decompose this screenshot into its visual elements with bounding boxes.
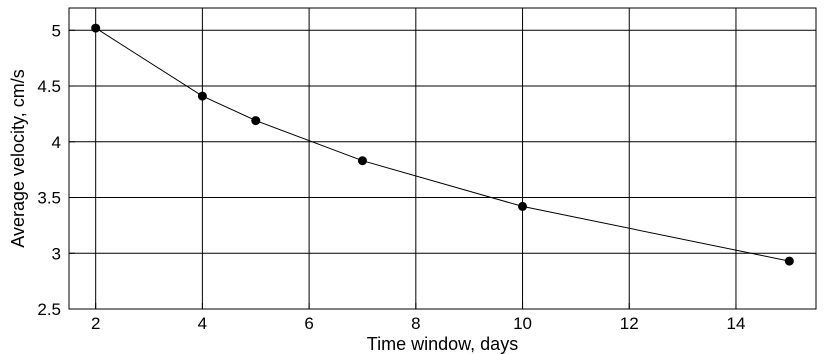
x-tick-label: 2 bbox=[91, 314, 100, 333]
y-tick-label: 3 bbox=[52, 244, 61, 263]
data-point bbox=[357, 156, 367, 166]
y-tick-label: 2.5 bbox=[37, 300, 61, 319]
x-tick-label: 6 bbox=[304, 314, 313, 333]
x-tick-label: 4 bbox=[198, 314, 207, 333]
x-tick-label: 10 bbox=[513, 314, 532, 333]
data-point bbox=[251, 116, 261, 126]
data-point bbox=[91, 23, 101, 33]
y-tick-label: 4 bbox=[52, 133, 61, 152]
series-group bbox=[91, 23, 794, 266]
y-tick-label: 4.5 bbox=[37, 77, 61, 96]
data-point bbox=[518, 201, 528, 211]
series-line bbox=[95, 27, 790, 262]
data-point bbox=[197, 91, 207, 101]
y-axis-label: Average velocity, cm/s bbox=[8, 69, 28, 247]
data-point bbox=[784, 256, 794, 266]
y-tick-label: 5 bbox=[52, 21, 61, 40]
x-axis-label: Time window, days bbox=[367, 334, 518, 354]
x-tick-label: 12 bbox=[620, 314, 639, 333]
axis-ticks: 2 4 6 8 10 12 14 2.5 3 3.5 4 4.5 5 bbox=[37, 21, 745, 333]
plot-frame bbox=[68, 7, 817, 310]
y-tick-label: 3.5 bbox=[37, 189, 61, 208]
x-tick-label: 8 bbox=[411, 314, 420, 333]
grid-lines bbox=[69, 8, 816, 310]
x-tick-label: 14 bbox=[727, 314, 746, 333]
